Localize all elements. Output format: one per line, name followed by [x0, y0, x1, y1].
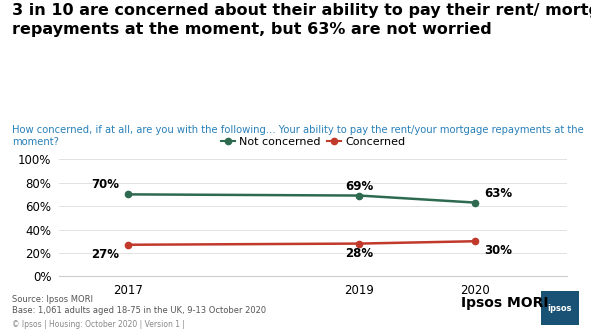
- Text: Ipsos MORI: Ipsos MORI: [461, 296, 548, 310]
- Text: 30%: 30%: [484, 244, 512, 257]
- Legend: Not concerned, Concerned: Not concerned, Concerned: [217, 133, 410, 152]
- Text: How concerned, if at all, are you with the following... Your ability to pay the : How concerned, if at all, are you with t…: [12, 125, 583, 147]
- Text: 69%: 69%: [345, 179, 374, 192]
- Text: 70%: 70%: [91, 178, 119, 191]
- Text: © Ipsos | Housing: October 2020 | Version 1 |: © Ipsos | Housing: October 2020 | Versio…: [12, 320, 185, 329]
- Text: 28%: 28%: [345, 246, 374, 259]
- Text: Source: Ipsos MORI
Base: 1,061 adults aged 18-75 in the UK, 9-13 October 2020: Source: Ipsos MORI Base: 1,061 adults ag…: [12, 295, 266, 315]
- Text: 3 in 10 are concerned about their ability to pay their rent/ mortgage
repayments: 3 in 10 are concerned about their abilit…: [12, 3, 591, 37]
- Text: ipsos: ipsos: [548, 303, 572, 313]
- Text: 27%: 27%: [91, 248, 119, 261]
- Text: 63%: 63%: [484, 186, 512, 200]
